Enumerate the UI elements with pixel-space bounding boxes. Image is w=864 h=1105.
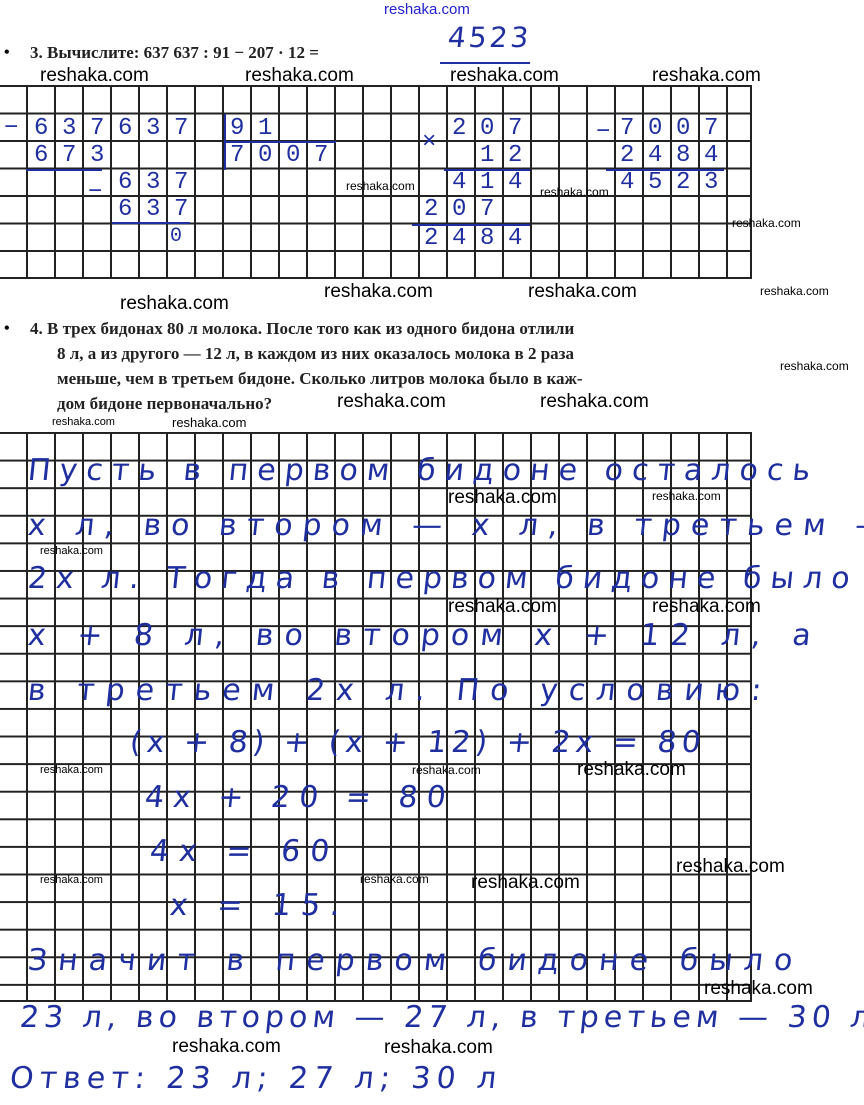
underline xyxy=(26,169,102,171)
partial-product-1: 414 xyxy=(452,169,537,196)
watermark: reshaka.com xyxy=(577,759,686,780)
underline xyxy=(112,222,190,224)
solution-line: x л, во втором — x л, в третьем — xyxy=(26,508,864,543)
watermark: reshaka.com xyxy=(384,1,470,18)
equation: 4x + 20 = 80 xyxy=(143,780,457,815)
difference: 4523 xyxy=(620,169,733,196)
dividend: 637637 xyxy=(34,115,203,142)
task-number: 4. xyxy=(30,319,43,338)
watermark: reshaka.com xyxy=(245,65,354,86)
task-4-text: 4. В трех бидонах 80 л молока. После тог… xyxy=(30,318,574,340)
remainder-1: 637 xyxy=(118,169,203,196)
bullet-icon: • xyxy=(4,320,10,337)
watermark: reshaka.com xyxy=(40,65,149,86)
multiplicand: 207 xyxy=(452,115,537,142)
watermark: reshaka.com xyxy=(172,1036,281,1057)
watermark: reshaka.com xyxy=(52,416,115,428)
watermark: reshaka.com xyxy=(760,284,829,298)
watermark: reshaka.com xyxy=(337,391,446,412)
solution-line: в третьем 2x л. По условию: xyxy=(26,673,775,708)
grid-task-3 xyxy=(0,85,752,279)
watermark: reshaka.com xyxy=(346,179,415,193)
minuend: 7007 xyxy=(620,115,733,142)
equation: 4x = 60 xyxy=(148,834,342,869)
watermark: reshaka.com xyxy=(40,764,103,776)
equation: x = 15. xyxy=(168,888,352,923)
watermark: reshaka.com xyxy=(412,763,481,777)
watermark: reshaka.com xyxy=(471,872,580,893)
watermark: reshaka.com xyxy=(384,1037,493,1058)
product: 2484 xyxy=(424,225,537,252)
subtrahend: 2484 xyxy=(620,142,733,169)
solution-line: 23 л, во втором — 27 л, в третьем — 30 л… xyxy=(18,1000,864,1035)
task-3-answer: 4523 xyxy=(446,21,534,54)
divisor: 91 xyxy=(230,115,287,142)
subtrahend-2: 637 xyxy=(118,196,203,223)
minus-sign: − xyxy=(596,119,625,146)
underline xyxy=(444,169,530,171)
multiplier: 12 xyxy=(480,142,537,169)
task-line: дом бидоне первоначально? xyxy=(57,394,273,413)
watermark: reshaka.com xyxy=(450,65,559,86)
watermark: reshaka.com xyxy=(676,856,785,877)
watermark: reshaka.com xyxy=(172,415,247,430)
answer-underline xyxy=(440,62,530,64)
watermark: reshaka.com xyxy=(528,281,637,302)
task-line: В трех бидонах 80 л молока. После того к… xyxy=(47,319,575,338)
task-prompt: Вычислите: 637 637 : 91 − 207 · 12 = xyxy=(47,43,319,62)
watermark: reshaka.com xyxy=(324,281,433,302)
subtrahend-1: 673 xyxy=(34,142,119,169)
watermark: reshaka.com xyxy=(40,874,103,886)
minus-sign: − xyxy=(88,179,117,206)
solution-line: Пусть в первом бидоне осталось xyxy=(26,453,822,488)
final-remainder: 0 xyxy=(170,225,196,248)
minus-sign: − xyxy=(4,115,33,142)
division-line xyxy=(224,141,336,143)
task-number: 3. xyxy=(30,43,43,62)
watermark: reshaka.com xyxy=(652,65,761,86)
watermark: reshaka.com xyxy=(448,596,557,617)
underline xyxy=(412,224,530,226)
watermark: reshaka.com xyxy=(120,293,229,314)
underline xyxy=(606,169,724,171)
watermark: reshaka.com xyxy=(40,545,103,557)
solution-line: 2x л. Тогда в первом бидоне было xyxy=(26,561,861,596)
grid-task-4 xyxy=(0,432,752,1002)
bullet-icon: • xyxy=(4,44,10,61)
solution-line: Значит в первом бидоне было xyxy=(26,943,806,978)
watermark: reshaka.com xyxy=(652,489,721,503)
watermark: reshaka.com xyxy=(652,596,761,617)
equation: (x + 8) + (x + 12) + 2x = 80 xyxy=(128,725,708,760)
watermark: reshaka.com xyxy=(540,391,649,412)
task-line: 8 л, а из другого — 12 л, в каждом из ни… xyxy=(57,344,575,363)
answer-line: Ответ: 23 л; 27 л; 30 л xyxy=(8,1061,505,1096)
watermark: reshaka.com xyxy=(448,487,557,508)
multiply-sign: × xyxy=(422,129,451,156)
watermark: reshaka.com xyxy=(780,359,849,373)
solution-line: x + 8 л, во втором x + 12 л, а xyxy=(26,618,824,653)
task-line: меньше, чем в третьем бидоне. Сколько ли… xyxy=(57,369,583,388)
quotient: 7007 xyxy=(230,142,343,169)
watermark: reshaka.com xyxy=(360,872,429,886)
task-3-text: 3. Вычислите: 637 637 : 91 − 207 · 12 = xyxy=(30,42,319,64)
watermark: reshaka.com xyxy=(540,185,609,199)
watermark: reshaka.com xyxy=(732,216,801,230)
partial-product-2: 207 xyxy=(424,196,509,223)
watermark: reshaka.com xyxy=(704,978,813,999)
